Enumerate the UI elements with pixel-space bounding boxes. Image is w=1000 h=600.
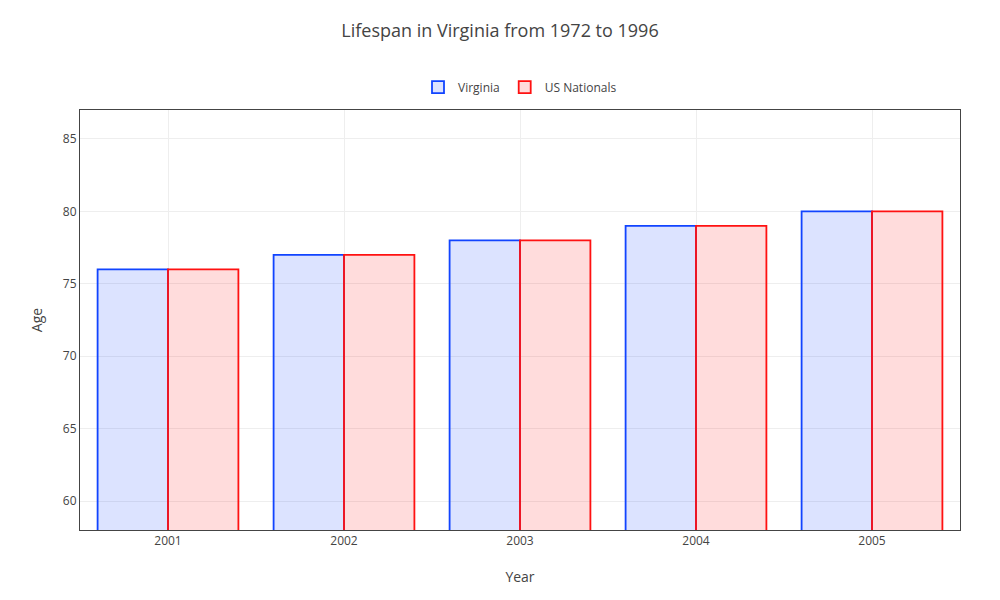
svg-text:US Nationals: US Nationals <box>545 79 617 96</box>
svg-text:60: 60 <box>63 492 77 509</box>
svg-text:2005: 2005 <box>858 532 886 549</box>
svg-text:2003: 2003 <box>506 532 534 549</box>
svg-text:70: 70 <box>63 347 77 364</box>
svg-text:Age: Age <box>27 308 46 332</box>
svg-text:Lifespan in Virginia from 1972: Lifespan in Virginia from 1972 to 1996 <box>341 18 658 42</box>
svg-text:2001: 2001 <box>154 532 181 549</box>
svg-text:2002: 2002 <box>330 532 358 549</box>
svg-text:Virginia: Virginia <box>458 79 500 96</box>
svg-text:80: 80 <box>63 203 77 220</box>
svg-text:75: 75 <box>63 275 77 292</box>
svg-text:2004: 2004 <box>682 532 710 549</box>
svg-text:Year: Year <box>505 567 534 586</box>
svg-text:85: 85 <box>63 130 77 147</box>
svg-text:65: 65 <box>63 420 77 437</box>
